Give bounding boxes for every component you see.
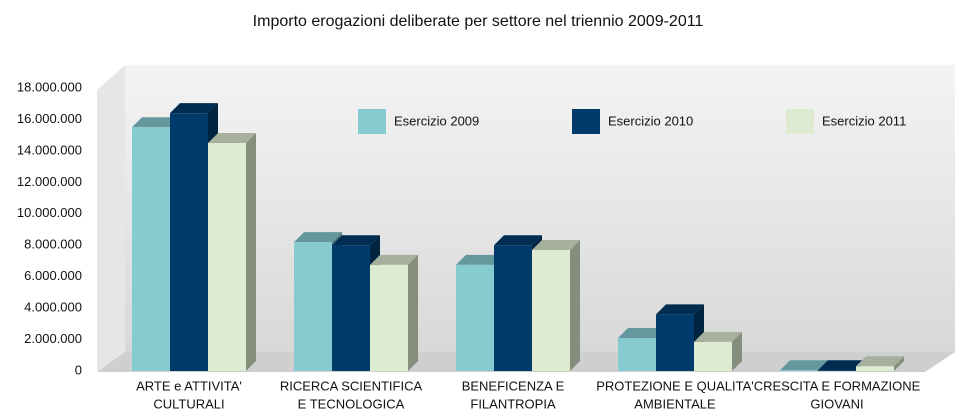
x-tick-label: BENEFICENZA E (462, 378, 565, 393)
bar-side (408, 254, 418, 371)
legend-label: Esercizio 2009 (394, 113, 479, 128)
bar-top (780, 360, 828, 371)
bar-top (370, 254, 418, 265)
legend-swatch (358, 109, 386, 134)
legend-label: Esercizio 2011 (822, 113, 906, 128)
y-tick-label: 8.000.000 (24, 237, 82, 252)
bar-side (732, 331, 742, 371)
bar (694, 341, 732, 371)
chart-title: Importo erogazioni deliberate per settor… (253, 13, 704, 30)
bar (656, 314, 694, 371)
x-tick-label: GIOVANI (810, 396, 863, 411)
y-tick-label: 4.000.000 (24, 300, 82, 315)
bar-side (894, 356, 904, 371)
y-tick-label: 6.000.000 (24, 268, 82, 283)
bar (294, 242, 332, 371)
bar (370, 264, 408, 371)
y-tick-label: 2.000.000 (24, 331, 82, 346)
bar-side (246, 133, 256, 371)
legend-swatch (786, 109, 814, 134)
legend-swatch (572, 109, 600, 134)
bar-top (170, 103, 218, 114)
bar-top (532, 239, 580, 250)
bar-top (818, 360, 866, 371)
bar-top (694, 331, 742, 342)
bar (132, 127, 170, 371)
bar (532, 249, 570, 371)
bar (170, 113, 208, 372)
y-tick-label: 0 (75, 362, 82, 377)
bar (332, 245, 370, 371)
x-tick-label: PROTEZIONE E QUALITA' (596, 378, 754, 393)
y-tick-label: 16.000.000 (17, 111, 82, 126)
bar-top (208, 133, 256, 144)
bar (856, 366, 894, 371)
bar-top (132, 117, 180, 128)
bar-top (294, 232, 342, 243)
bar-top (856, 356, 904, 367)
x-tick-label: CULTURALI (153, 396, 224, 411)
y-tick-label: 14.000.000 (17, 142, 82, 157)
bar (494, 245, 532, 371)
x-tick-label: CRESCITA E FORMAZIONE (754, 378, 921, 393)
bar-top (332, 235, 380, 246)
bar-side (570, 239, 580, 371)
x-tick-label: E TECNOLOGICA (298, 396, 405, 411)
bar-top (618, 327, 666, 338)
bar (456, 264, 494, 371)
bar (780, 370, 818, 371)
x-tick-label: ARTE e ATTIVITA' (136, 378, 242, 393)
bar (618, 337, 656, 371)
y-tick-label: 12.000.000 (17, 174, 82, 189)
bar-top (494, 235, 542, 246)
bar-top (456, 254, 504, 265)
bar (818, 370, 856, 371)
bar-top (656, 304, 704, 315)
x-tick-label: FILANTROPIA (470, 396, 556, 411)
legend-label: Esercizio 2010 (608, 113, 693, 128)
y-tick-label: 10.000.000 (17, 205, 82, 220)
x-tick-label: AMBIENTALE (634, 396, 716, 411)
bar (208, 143, 246, 371)
x-tick-label: RICERCA SCIENTIFICA (280, 378, 423, 393)
y-tick-label: 18.000.000 (17, 79, 82, 94)
side-wall (97, 65, 125, 372)
